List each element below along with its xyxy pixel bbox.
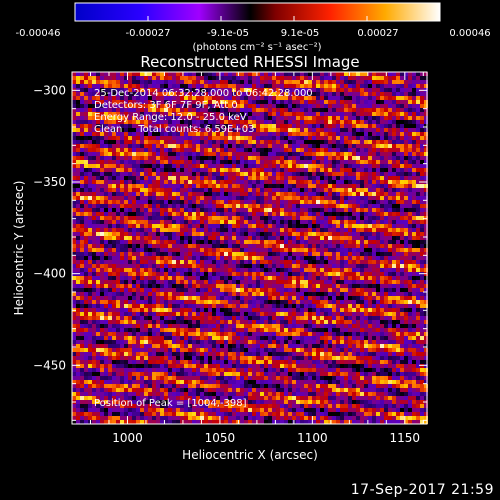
y-tick-label: −300 (33, 83, 66, 97)
y-axis-label: Heliocentric Y (arcsec) (12, 181, 26, 316)
colorbar-unit-label: (photons cm⁻² s⁻¹ asec⁻²) (192, 42, 321, 53)
colorbar (74, 2, 441, 22)
x-axis-label: Heliocentric X (arcsec) (182, 448, 318, 462)
axis-ticks: 1000 1050 1100 1150 −300 −350 −400 −450 (33, 71, 427, 445)
colorbar-tick-label: 9.1e-05 (281, 28, 319, 39)
colorbar-tick-label: -9.1e-05 (207, 28, 249, 39)
x-tick-label: 1050 (205, 431, 236, 445)
annotation-peak-position: Position of Peak = [1004,-398] (94, 398, 247, 409)
x-tick-label: 1150 (390, 431, 421, 445)
x-tick-label: 1000 (112, 431, 143, 445)
annotation-time-range: 25-Dec-2014 06:32:28.000 to 06:42:28.000 (94, 88, 313, 99)
colorbar-tick-label: 0.00027 (357, 28, 398, 39)
colorbar-tick-label: 0.00046 (449, 28, 490, 39)
y-tick-label: −350 (33, 175, 66, 189)
y-tick-label: −400 (33, 267, 66, 281)
colorbar-tick-label: -0.00046 (16, 28, 61, 39)
plot-frame (71, 71, 428, 425)
annotation-energy-range: Energy Range: 12.0 - 25.0 keV (94, 112, 247, 123)
x-tick-label: 1100 (297, 431, 328, 445)
annotation-clean-counts: Clean Total counts: 6.59E+03 (94, 124, 254, 135)
heatmap-image (72, 72, 428, 424)
timestamp-label: 17-Sep-2017 21:59 (350, 482, 494, 498)
annotation-detectors: Detectors: 3F 6F 7F 9F, Att 0 (94, 100, 238, 111)
colorbar-ticks: -0.00046 -0.00027 -9.1e-05 9.1e-05 0.00027 0.… (16, 16, 491, 39)
y-tick-label: −450 (33, 358, 66, 372)
chart-title: Reconstructed RHESSI Image (140, 53, 359, 71)
colorbar-tick-label: -0.00027 (126, 28, 171, 39)
